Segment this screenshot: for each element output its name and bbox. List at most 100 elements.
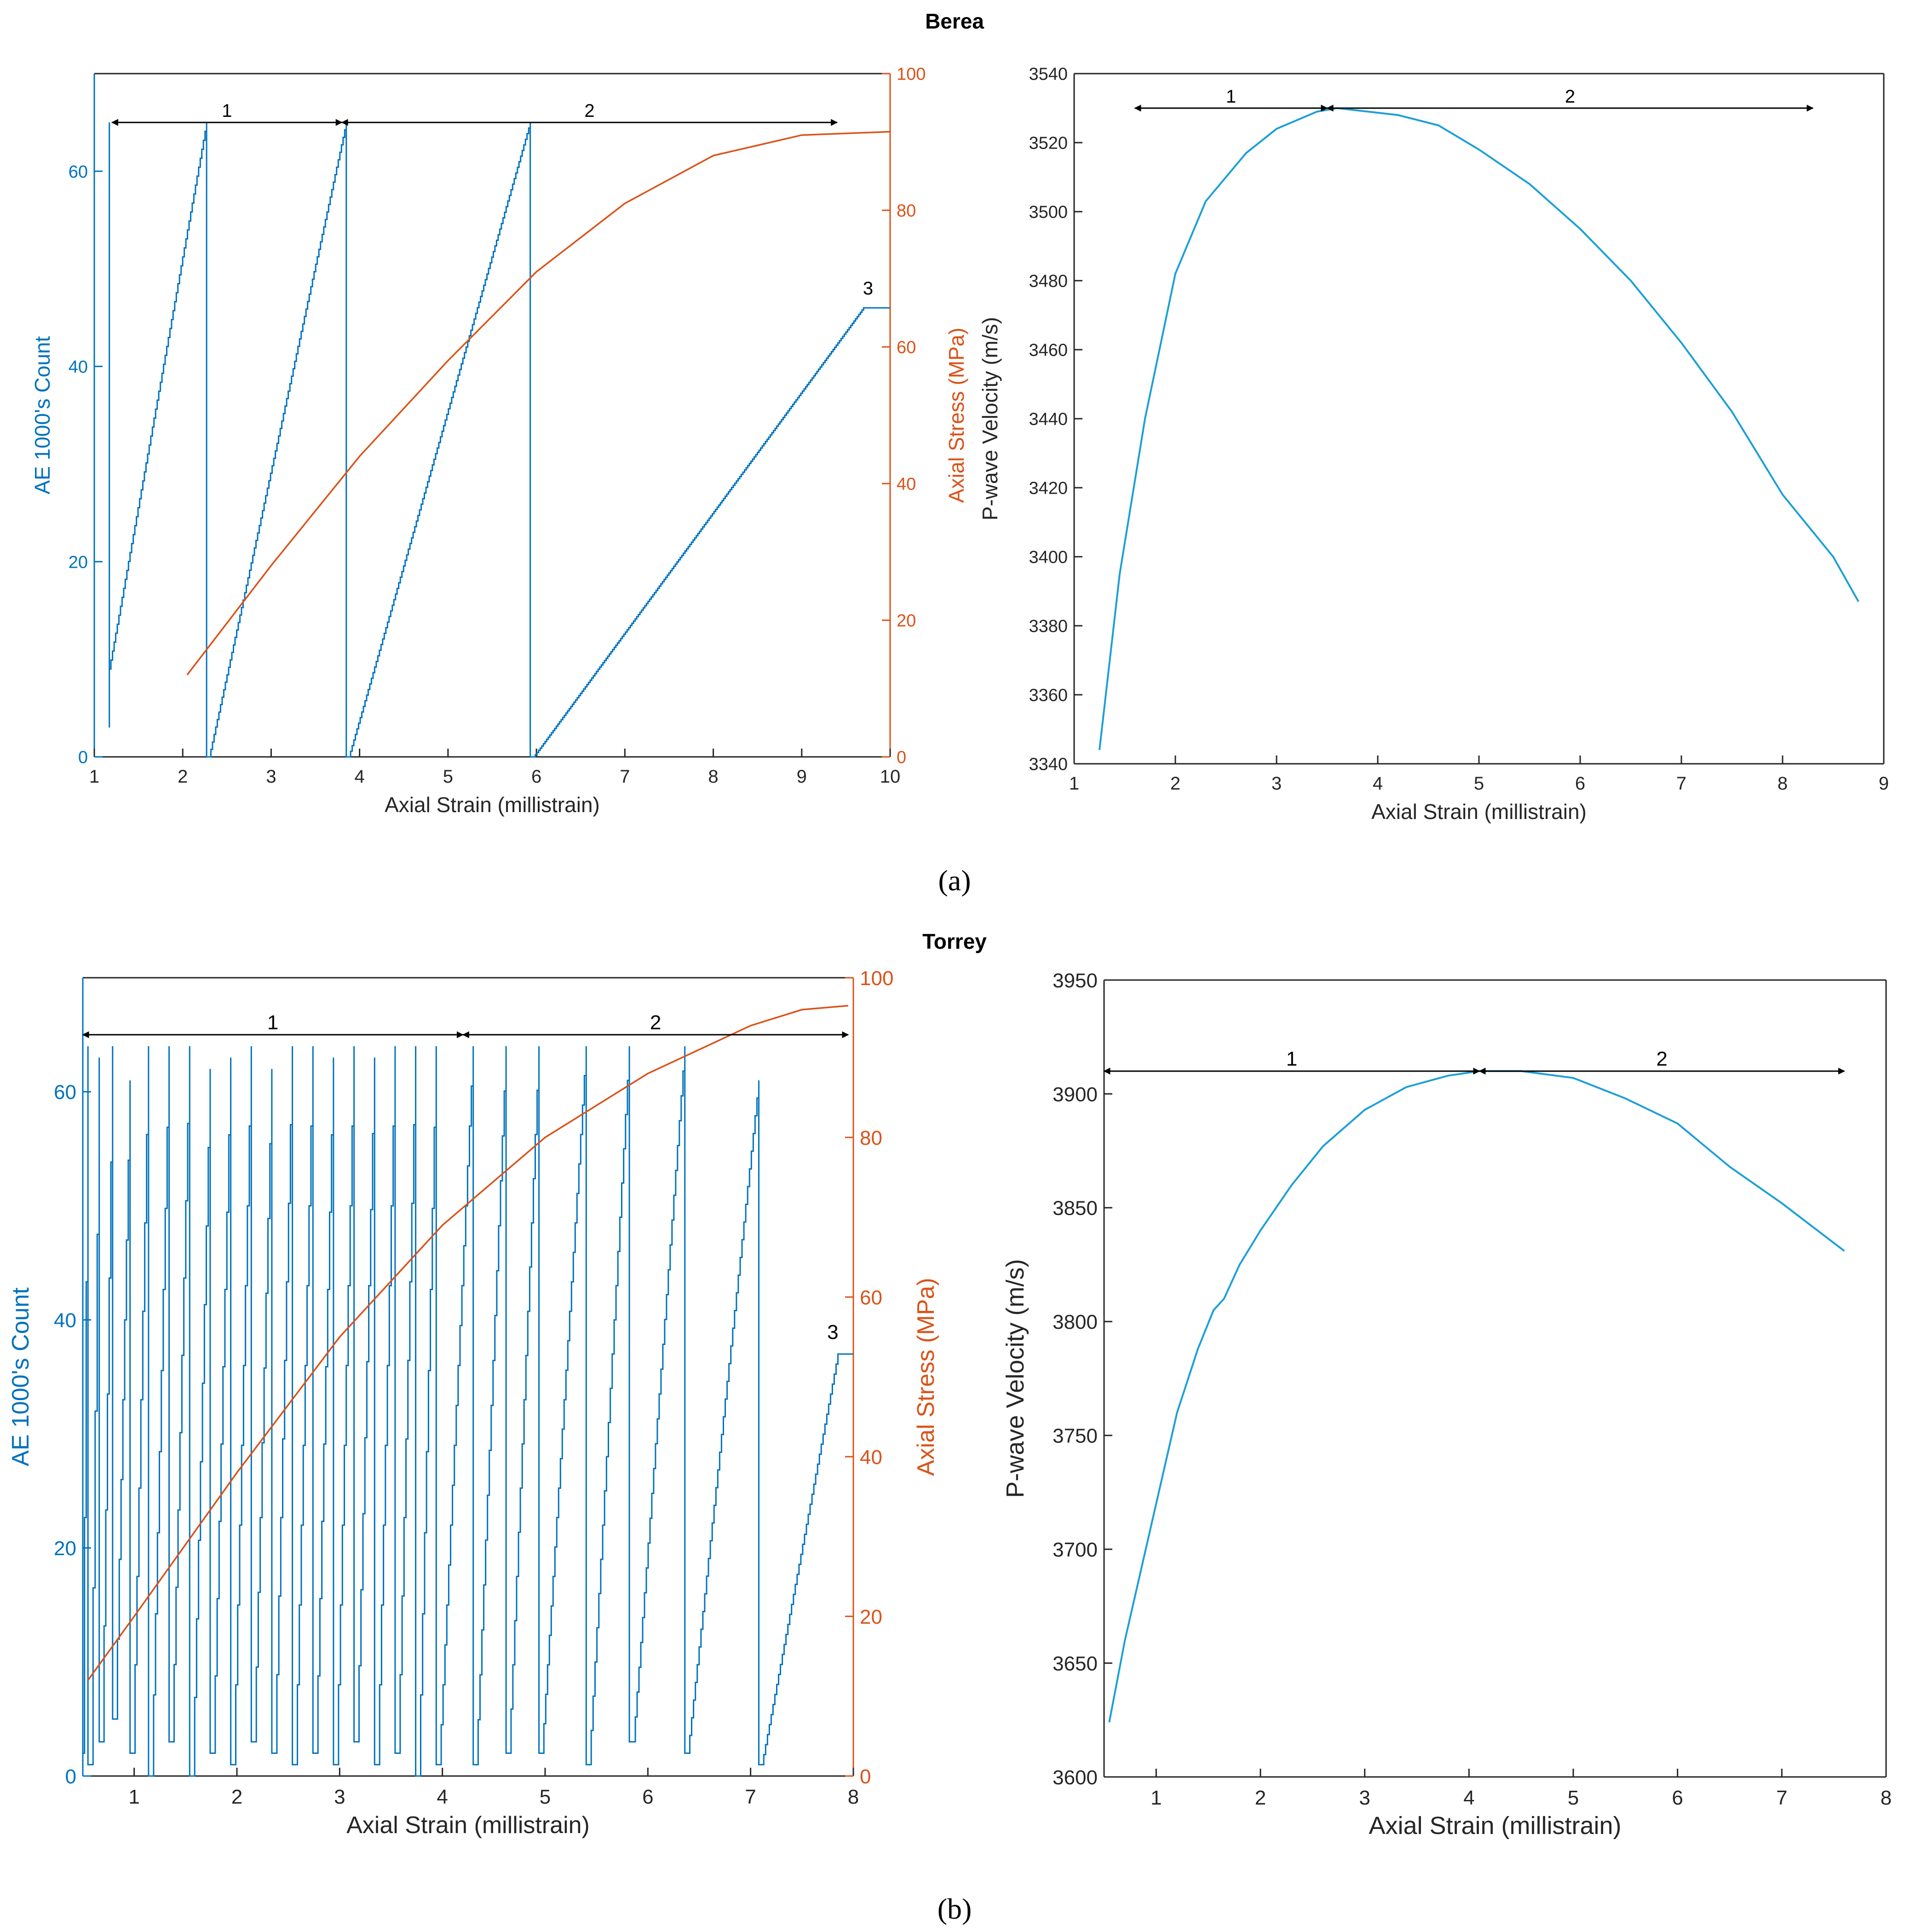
x-tick-label: 7 (1676, 773, 1686, 794)
y-tick-label: 3950 (1053, 969, 1098, 992)
x-tick-label: 2 (178, 767, 188, 787)
x-tick-label: 1 (89, 767, 99, 787)
y2-tick-label: 40 (897, 475, 916, 494)
y-tick-label: 3420 (1029, 479, 1068, 498)
series-ae-count-line (83, 1046, 853, 1777)
y-tick-label: 3850 (1053, 1197, 1098, 1220)
region-label: 1 (1286, 1048, 1297, 1070)
x-tick-label: 5 (1474, 773, 1484, 794)
y-tick-label: 20 (54, 1537, 76, 1560)
region-label: 2 (1656, 1048, 1667, 1070)
y-tick-label: 3650 (1053, 1652, 1098, 1675)
y-tick-label: 3700 (1053, 1539, 1098, 1561)
figure-title-b: Torrey (922, 929, 987, 953)
region-label: 1 (1226, 87, 1236, 107)
x-tick-label: 3 (334, 1786, 345, 1808)
figure-title-a: Berea (925, 9, 984, 33)
x-tick-label: 8 (1881, 1787, 1892, 1809)
y2-tick-label: 40 (860, 1446, 882, 1469)
y2-tick-label: 100 (897, 65, 926, 84)
x-tick-label: 9 (1879, 773, 1889, 794)
x-tick-label: 4 (355, 767, 365, 787)
y2-tick-label: 60 (860, 1286, 882, 1309)
region-label: 2 (584, 101, 594, 121)
y2-tick-label: 0 (860, 1765, 871, 1788)
x-tick-label: 3 (266, 767, 276, 787)
x-tick-label: 7 (620, 767, 630, 787)
series-pwave-velocity-line (1099, 107, 1859, 750)
x-tick-label: 7 (1776, 1787, 1787, 1809)
y-tick-label: 40 (54, 1309, 76, 1332)
x-tick-label: 9 (797, 767, 807, 787)
x-tick-label: 8 (708, 767, 718, 787)
y2-tick-label: 20 (897, 611, 916, 631)
chart-berea-pwave: 1 2 3 4 5 6 7 8 9 3340 3360 3380 3400 3420 3440 3460 348… (978, 65, 1889, 824)
y-tick-label: 0 (65, 1765, 76, 1788)
y-tick-label: 20 (69, 553, 88, 572)
y-tick-label: 60 (54, 1081, 76, 1104)
x-tick-label: 6 (1672, 1787, 1683, 1809)
x-tick-label: 4 (1463, 1787, 1474, 1809)
series-ae-count-line (109, 122, 890, 758)
series-axial-stress-line (186, 131, 891, 675)
region-label: 2 (650, 1011, 661, 1034)
x-tick-label: 10 (880, 767, 901, 787)
region-label: 1 (267, 1011, 278, 1034)
x-tick-label: 6 (1575, 773, 1585, 794)
y-tick-label: 3440 (1029, 410, 1068, 429)
y-tick-label: 60 (69, 162, 88, 182)
x-axis-label: Axial Strain (millistrain) (1369, 1812, 1621, 1840)
figure-caption-a: (a) (938, 864, 971, 897)
y-axis-label: P-wave Velocity (m/s) (978, 317, 1002, 520)
y-tick-label: 0 (78, 748, 88, 767)
x-tick-label: 3 (1271, 773, 1282, 794)
y-tick-label: 3600 (1053, 1766, 1098, 1789)
y-tick-label: 3480 (1029, 272, 1068, 291)
y2-tick-label: 60 (897, 338, 916, 358)
y-tick-label: 3360 (1029, 686, 1068, 705)
region-label: 2 (1565, 87, 1575, 107)
x-tick-label: 5 (443, 767, 453, 787)
y2-tick-label: 20 (860, 1606, 882, 1628)
x-tick-label: 2 (1170, 773, 1180, 794)
x-tick-label: 2 (1255, 1787, 1266, 1809)
chart-torrey-pwave: 1 2 3 4 5 6 7 8 3600 3650 3700 3750 3800 3850 3900 3950… (1001, 969, 1892, 1840)
x-tick-label: 6 (531, 767, 541, 787)
series-axial-stress-line (87, 1004, 848, 1681)
y2-tick-label: 80 (860, 1127, 882, 1149)
y-tick-label: 3520 (1029, 134, 1068, 153)
y-tick-label: 3800 (1053, 1311, 1098, 1333)
figure-caption-b: (b) (938, 1892, 972, 1925)
y-tick-label: 3380 (1029, 617, 1068, 636)
y-tick-label: 3540 (1029, 65, 1068, 84)
y2-tick-label: 0 (897, 748, 906, 767)
x-tick-label: 1 (1069, 773, 1079, 794)
y-tick-label: 3900 (1053, 1083, 1098, 1106)
region-label: 3 (827, 1321, 838, 1344)
y-axis-label: AE 1000's Count (30, 336, 54, 494)
series-pwave-velocity-line (1108, 1070, 1845, 1723)
y-axis-label: P-wave Velocity (m/s) (1001, 1259, 1029, 1498)
x-axis-label: Axial Strain (millistrain) (1371, 800, 1587, 824)
y-tick-label: 3500 (1029, 203, 1068, 222)
x-tick-label: 8 (848, 1786, 859, 1808)
y2-tick-label: 80 (897, 202, 916, 221)
x-tick-label: 4 (1373, 773, 1383, 794)
x-tick-label: 3 (1359, 1787, 1370, 1809)
y-tick-label: 3400 (1029, 548, 1068, 567)
x-axis-label: Axial Strain (millistrain) (346, 1812, 590, 1839)
x-tick-label: 2 (231, 1786, 242, 1808)
y2-axis-label: Axial Stress (MPa) (913, 1278, 939, 1476)
x-tick-label: 6 (642, 1786, 653, 1808)
x-tick-label: 1 (1151, 1787, 1162, 1809)
region-label: 1 (222, 101, 232, 121)
y-tick-label: 3750 (1053, 1425, 1098, 1448)
x-tick-label: 5 (540, 1786, 551, 1808)
x-axis-label: Axial Strain (millistrain) (385, 793, 600, 817)
y2-axis-label: Axial Stress (MPa) (944, 328, 968, 503)
y2-tick-label: 100 (860, 967, 893, 990)
x-tick-label: 5 (1568, 1787, 1579, 1809)
